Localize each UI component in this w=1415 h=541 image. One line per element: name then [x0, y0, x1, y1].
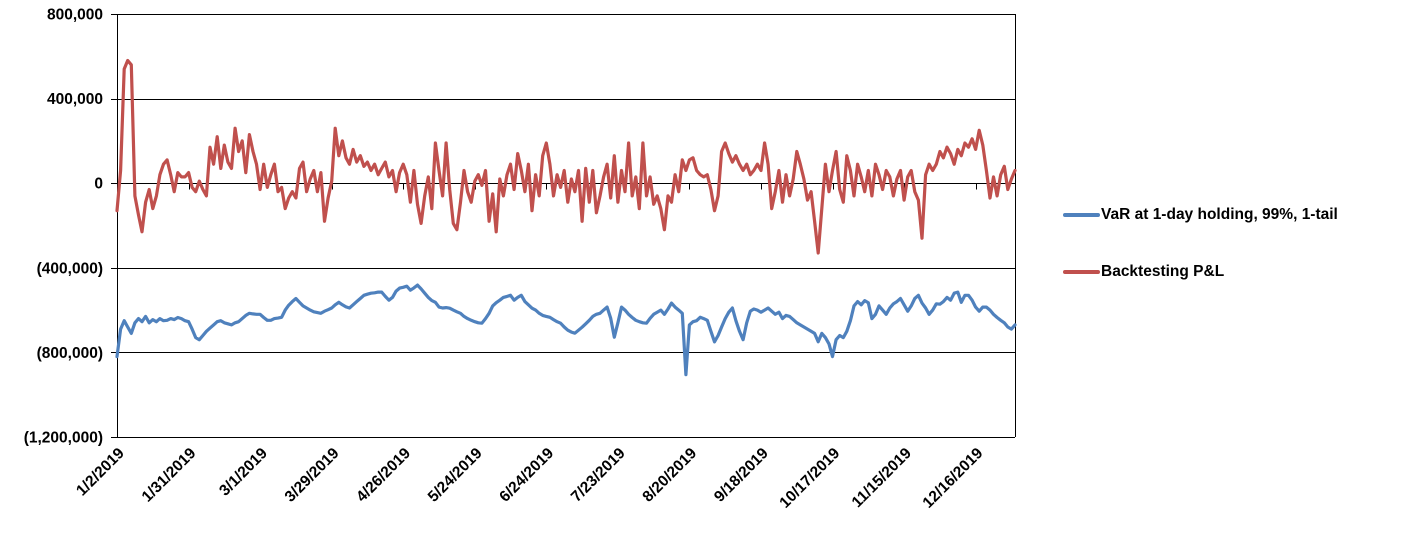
legend-label-var: VaR at 1-day holding, 99%, 1-tail [1101, 206, 1338, 223]
legend-item-pnl: Backtesting P&L [1063, 263, 1224, 281]
svg-text:1/31/2019: 1/31/2019 [139, 445, 200, 506]
pnl-series-line-swatch-icon [1063, 270, 1100, 274]
svg-text:5/24/2019: 5/24/2019 [425, 445, 486, 506]
svg-text:400,000: 400,000 [47, 91, 103, 108]
svg-text:3/1/2019: 3/1/2019 [216, 445, 271, 500]
svg-text:1/2/2019: 1/2/2019 [73, 445, 128, 500]
svg-text:8/20/2019: 8/20/2019 [639, 445, 700, 506]
svg-text:6/24/2019: 6/24/2019 [496, 445, 557, 506]
svg-text:(400,000): (400,000) [37, 260, 103, 277]
pnl-series-line [115, 58, 1017, 255]
svg-text:(1,200,000): (1,200,000) [24, 430, 103, 447]
gridlines [111, 14, 1016, 438]
x-axis-ticks [117, 183, 977, 190]
svg-text:3/29/2019: 3/29/2019 [282, 445, 343, 506]
svg-text:0: 0 [94, 176, 103, 193]
svg-text:11/15/2019: 11/15/2019 [849, 445, 916, 512]
legend-item-var: VaR at 1-day holding, 99%, 1-tail [1063, 206, 1338, 224]
svg-text:12/16/2019: 12/16/2019 [920, 445, 987, 512]
svg-text:(800,000): (800,000) [37, 345, 103, 362]
svg-text:800,000: 800,000 [47, 7, 103, 24]
y-axis-labels: 800,000 400,000 0 (400,000) (800,000) (1,200,… [24, 7, 103, 447]
svg-text:7/23/2019: 7/23/2019 [568, 445, 629, 506]
svg-text:10/17/2019: 10/17/2019 [776, 445, 843, 512]
svg-text:9/18/2019: 9/18/2019 [711, 445, 772, 506]
svg-text:4/26/2019: 4/26/2019 [353, 445, 414, 506]
x-axis-labels: 1/2/2019 1/31/2019 3/1/2019 3/29/2019 4/26/2… [73, 445, 987, 512]
legend-label-pnl: Backtesting P&L [1101, 263, 1225, 280]
var-series-line [115, 283, 1017, 377]
var-series-line-swatch-icon [1063, 213, 1100, 217]
